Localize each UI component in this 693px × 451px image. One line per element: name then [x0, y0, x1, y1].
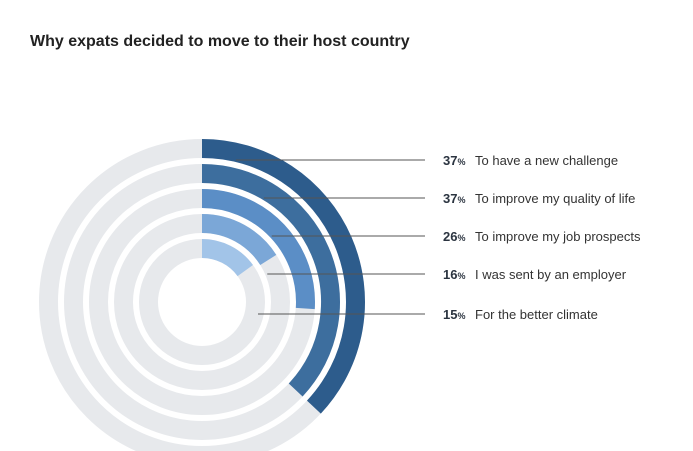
value-bar [201, 164, 340, 397]
value-bar [201, 139, 365, 414]
value-bars [201, 139, 365, 414]
category-label: To have a new challenge [475, 153, 618, 168]
category-label: I was sent by an employer [475, 267, 627, 282]
percent-sign: % [457, 233, 465, 243]
value-label: 16% [443, 267, 465, 282]
value-label: 37% [443, 153, 465, 168]
percent-sign: % [457, 195, 465, 205]
value-bar [201, 239, 253, 277]
category-label: To improve my quality of life [475, 191, 635, 206]
value-label: 37% [443, 191, 465, 206]
percent-sign: % [457, 157, 465, 167]
category-label: To improve my job prospects [475, 229, 641, 244]
leader-lines [235, 159, 425, 315]
percent-sign: % [457, 271, 465, 281]
legend-labels: 37% To have a new challenge 37% To improve … [443, 153, 641, 322]
value-label: 26% [443, 229, 465, 244]
value-bar [201, 189, 315, 310]
chart-title: Why expats decided to move to their host… [30, 33, 410, 50]
category-label: For the better climate [475, 307, 598, 322]
value-label: 15% [443, 307, 465, 322]
value-bar [201, 214, 277, 266]
percent-sign: % [457, 311, 465, 321]
